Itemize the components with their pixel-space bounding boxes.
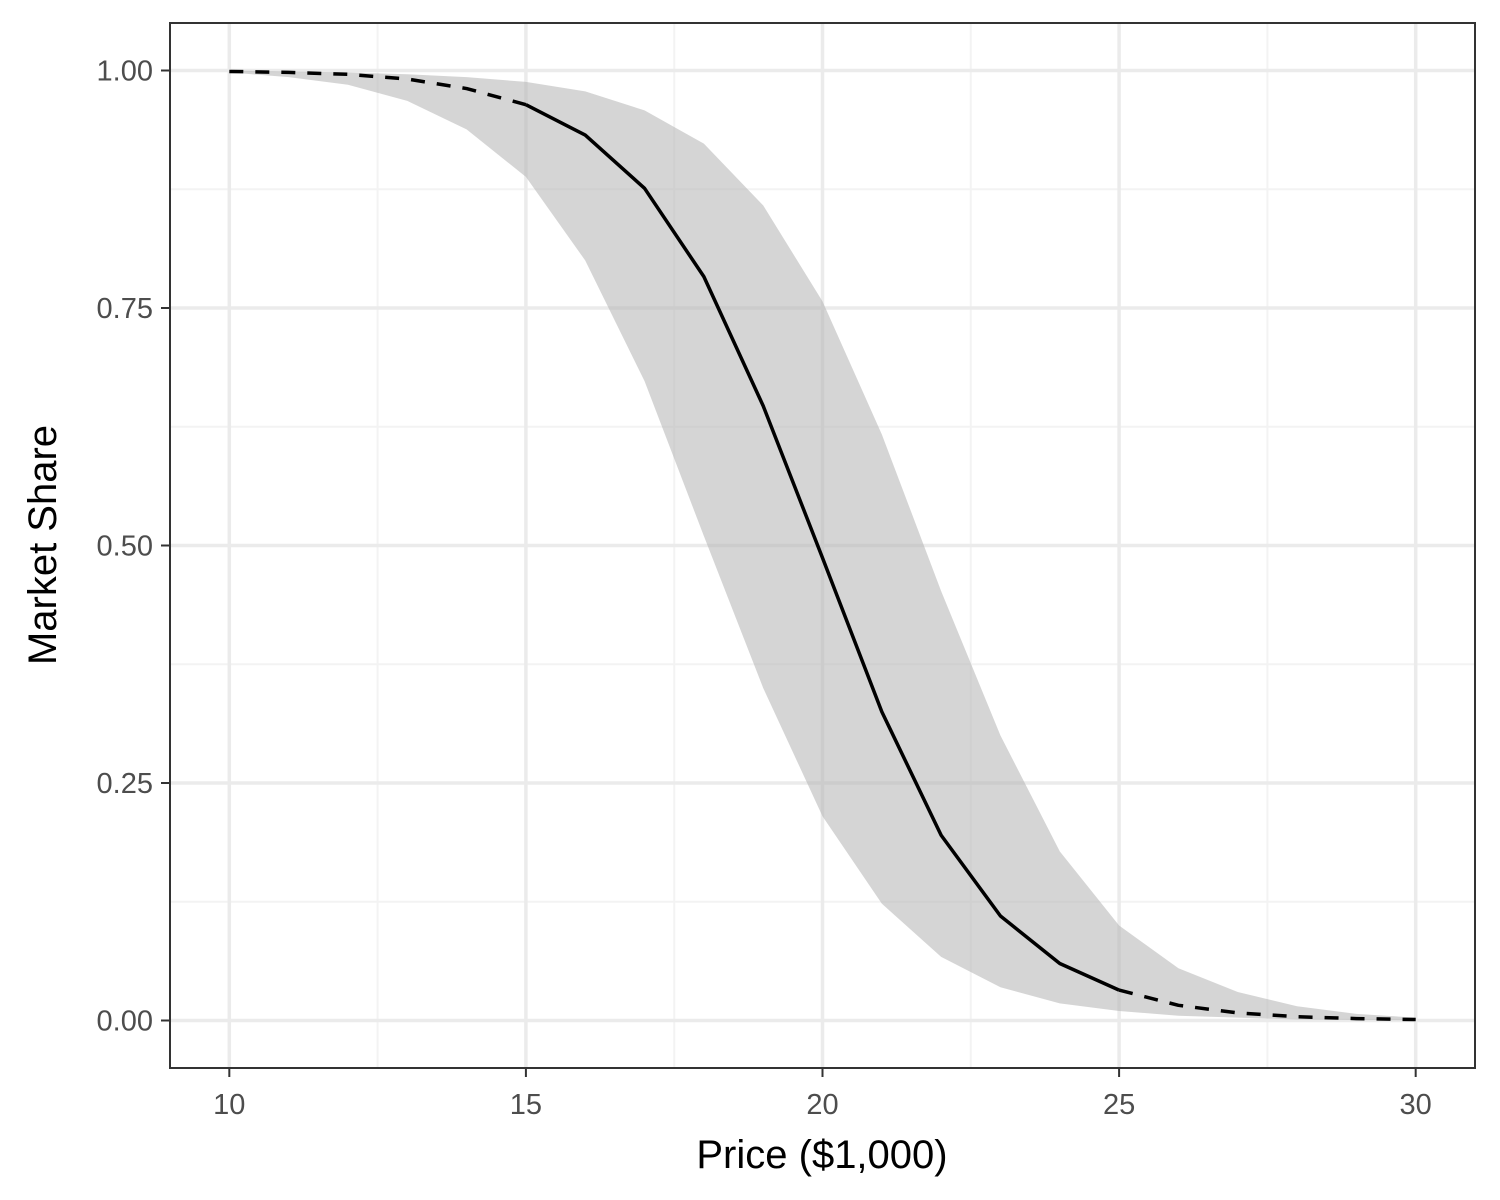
confidence-band-layer: [229, 70, 1416, 1021]
x-axis-title: Price ($1,000): [696, 1133, 947, 1177]
y-tick-label: 0.50: [97, 531, 153, 563]
x-tick-label: 30: [1400, 1089, 1432, 1121]
y-tick-label: 0.25: [97, 768, 153, 800]
market-share-line-solid: [525, 103, 1120, 992]
y-tick-label: 0.00: [97, 1006, 153, 1038]
confidence-band: [229, 70, 1416, 1021]
y-tick-label: 1.00: [97, 56, 153, 88]
y-tick-label: 0.75: [97, 293, 153, 325]
x-tick-labels: 10 15 20 25 30: [213, 1089, 1432, 1121]
x-tick-label: 25: [1103, 1089, 1135, 1121]
y-tick-labels: 0.00 0.25 0.50 0.75 1.00: [97, 56, 153, 1038]
series-lines-layer: [229, 69, 1416, 1022]
x-tick-label: 10: [213, 1089, 245, 1121]
x-tick-label: 20: [806, 1089, 838, 1121]
y-axis-title: Market Share: [21, 425, 65, 665]
axis-ticks: [161, 69, 1417, 1077]
x-tick-label: 15: [510, 1089, 542, 1121]
